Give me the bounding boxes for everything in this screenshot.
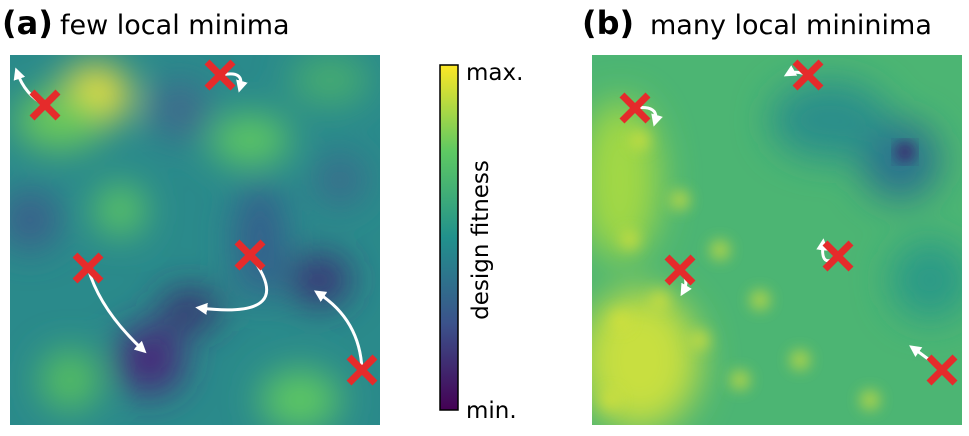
colorbar-label: design fitness (468, 160, 494, 320)
panel-label: (b) (582, 4, 634, 42)
panel-label: (a) (2, 4, 53, 42)
colorbar (439, 64, 459, 411)
markers (29, 59, 958, 386)
marker-stroke (72, 252, 104, 284)
marker-stroke (619, 92, 651, 124)
heatmap (10, 55, 380, 425)
colorbar-min: min. (466, 398, 517, 424)
marker-stroke (926, 354, 958, 386)
panel-title: many local mininima (650, 10, 932, 41)
panel-title: few local minima (60, 10, 290, 41)
marker-stroke (664, 254, 696, 286)
marker-stroke (234, 239, 266, 271)
marker-stroke (29, 89, 61, 121)
marker-stroke (792, 59, 824, 91)
marker-stroke (204, 59, 236, 91)
marker-stroke (346, 354, 378, 386)
colorbar-max: max. (466, 60, 523, 86)
marker-stroke (822, 240, 854, 272)
